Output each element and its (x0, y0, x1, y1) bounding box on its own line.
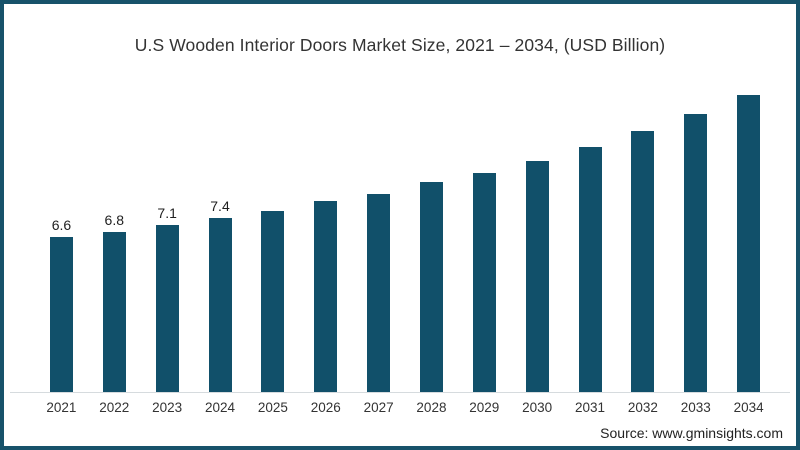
x-axis-tick-labels: 2021 2022 2023 2024 2025 2026 2027 2028 2029 2030… (35, 400, 775, 415)
bar-2023 (155, 224, 179, 392)
x-tick-2031: 2031 (575, 400, 606, 415)
bar-group-2027 (352, 70, 405, 392)
x-tick-2030: 2030 (522, 400, 553, 415)
x-tick-2023: 2023 (152, 400, 183, 415)
x-tick-2027: 2027 (363, 400, 394, 415)
x-axis-line (10, 392, 790, 393)
bar-value-label-2023: 7.1 (157, 204, 177, 221)
x-tick-2021: 2021 (46, 400, 77, 415)
bar-group-2028 (405, 70, 458, 392)
x-tick-2026: 2026 (310, 400, 341, 415)
bar-2024 (208, 217, 232, 392)
bar-2030 (525, 161, 549, 392)
x-tick-2033: 2033 (680, 400, 711, 415)
x-tick-2034: 2034 (733, 400, 764, 415)
bar-group-2022: 6.8 (88, 70, 141, 392)
x-tick-2028: 2028 (416, 400, 447, 415)
bar-2022 (102, 231, 126, 392)
bar-group-2034 (722, 70, 775, 392)
bar-group-2033 (669, 70, 722, 392)
x-tick-2029: 2029 (469, 400, 500, 415)
bar-2033 (684, 114, 708, 392)
bar-2021 (49, 236, 73, 392)
bar-group-2031 (564, 70, 617, 392)
x-tick-2024: 2024 (204, 400, 236, 415)
chart-title: U.S Wooden Interior Doors Market Size, 2… (134, 35, 666, 55)
bar-group-2030 (511, 70, 564, 392)
bar-group-2032 (616, 70, 669, 392)
bar-2034 (737, 95, 761, 392)
bar-group-2023: 7.1 (141, 70, 194, 392)
bar-2026 (314, 201, 338, 392)
bar-value-label-2021: 6.6 (51, 216, 72, 233)
bar-2029 (472, 173, 496, 392)
bar-group-2029 (458, 70, 511, 392)
bar-value-label-2024: 7.4 (210, 197, 230, 214)
bar-2027 (367, 194, 391, 392)
bar-group-2026 (299, 70, 352, 392)
bar-2032 (631, 130, 655, 392)
x-tick-2025: 2025 (257, 400, 288, 415)
bar-group-2024: 7.4 (194, 70, 247, 392)
bar-group-2021: 6.6 (35, 70, 88, 392)
bar-group-2025 (246, 70, 299, 392)
bar-value-label-2022: 6.8 (104, 211, 125, 228)
source-attribution: Source: www.gminsights.com (600, 425, 783, 441)
bar-2025 (261, 210, 285, 392)
bars-plot-area: 6.6 6.8 7.1 7.4 (35, 70, 775, 392)
bar-2031 (578, 147, 602, 392)
bar-2028 (419, 182, 443, 392)
x-tick-2022: 2022 (99, 400, 130, 415)
x-tick-2032: 2032 (627, 400, 658, 415)
